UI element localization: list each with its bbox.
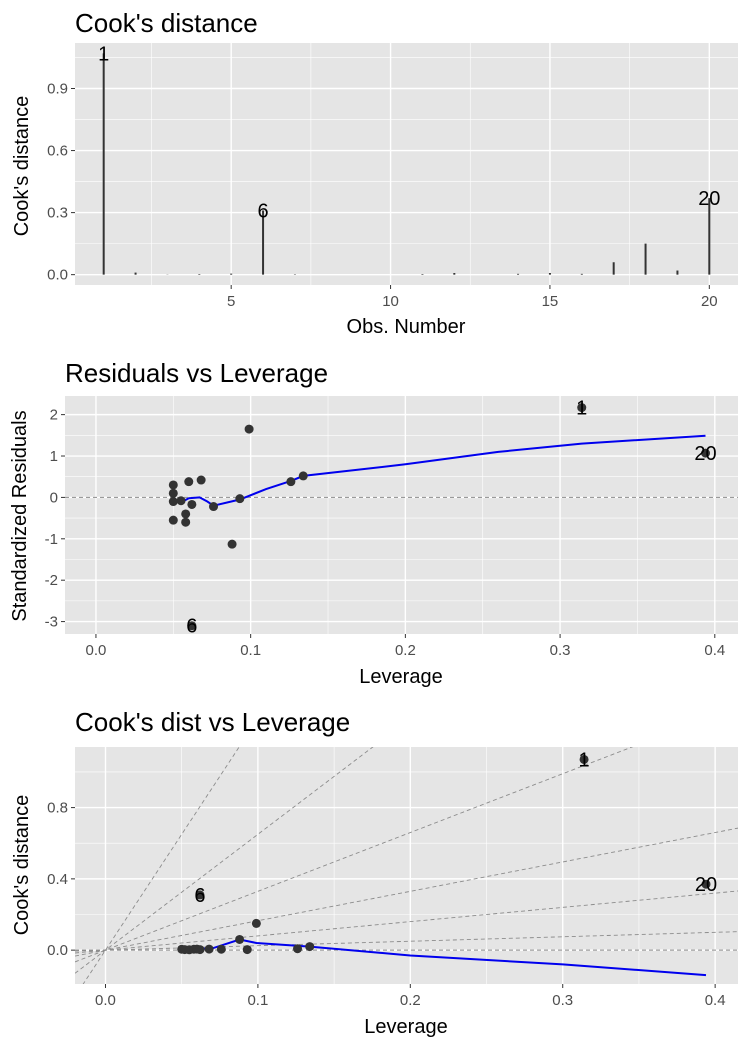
y-tick-label: 0.3 <box>47 205 68 222</box>
data-point <box>298 471 308 481</box>
observation-label: 6 <box>194 885 205 907</box>
x-tick-label: 0.3 <box>550 642 571 659</box>
observation-label: 6 <box>186 616 197 638</box>
observation-label: 6 <box>258 201 269 223</box>
x-tick-label: 15 <box>542 293 559 310</box>
x-tick-label: 0.2 <box>395 642 416 659</box>
data-point <box>305 942 315 952</box>
observation-label: 1 <box>578 749 589 771</box>
data-point <box>168 488 178 498</box>
data-point <box>195 945 205 955</box>
x-tick-label: 0.1 <box>247 992 268 1009</box>
data-point <box>187 621 197 631</box>
y-axis-title: Cook's distance <box>11 795 33 936</box>
data-point <box>251 918 261 928</box>
data-point <box>701 879 711 889</box>
plot-panel <box>75 43 738 285</box>
x-axis-title: Leverage <box>364 1016 447 1038</box>
y-axis-title: Standardized Residuals <box>9 410 31 621</box>
cooks-dist-vs-leverage-chart: Cook's dist vs Leverage 16 20 0.0 0.1 0.2 0.… <box>11 707 738 1038</box>
data-point <box>235 934 245 944</box>
data-marks <box>177 754 711 977</box>
data-point <box>181 517 191 527</box>
data-point <box>168 515 178 525</box>
observation-label: 20 <box>698 188 720 210</box>
data-point <box>196 475 206 485</box>
x-tick-label: 0.3 <box>552 992 573 1009</box>
data-point <box>216 944 226 954</box>
contour-reference-line <box>75 827 738 957</box>
data-point <box>235 494 245 504</box>
y-tick-label: 0.0 <box>47 267 68 284</box>
data-point <box>579 754 589 764</box>
smooth-trend-line <box>172 434 706 507</box>
observation-label: 20 <box>694 443 716 465</box>
y-tick-label: 0 <box>50 489 58 506</box>
data-point <box>184 477 194 487</box>
data-marks <box>168 403 711 631</box>
x-tick-label: 20 <box>701 293 718 310</box>
data-point <box>701 448 711 458</box>
data-point <box>195 890 205 900</box>
y-tick-label: 0.0 <box>47 942 68 959</box>
data-point <box>168 480 178 490</box>
y-tick-label: 0.4 <box>47 871 68 888</box>
smooth-trend-line <box>181 938 707 977</box>
observation-label: 20 <box>695 874 717 896</box>
data-point <box>293 944 303 954</box>
y-tick-label: 2 <box>50 407 58 424</box>
chart-title: Residuals vs Leverage <box>65 358 328 388</box>
x-tick-label: 0.4 <box>705 992 726 1009</box>
data-point <box>168 497 178 507</box>
data-point <box>176 496 186 506</box>
axis-ticks: 0.0 0.1 0.2 0.3 0.4 -3 -2 -1 0 1 2 <box>45 407 726 659</box>
x-tick-label: 0.4 <box>704 642 725 659</box>
y-tick-label: 0.6 <box>47 143 68 160</box>
y-tick-label: -2 <box>45 572 58 589</box>
contour-reference-line <box>75 890 738 954</box>
plot-panel <box>75 747 738 984</box>
axis-ticks: 0.0 0.1 0.2 0.3 0.4 0.0 0.4 0.8 <box>47 800 725 1009</box>
grid-lines <box>75 43 738 285</box>
data-point <box>204 944 214 954</box>
x-tick-label: 5 <box>227 293 235 310</box>
x-tick-label: 10 <box>382 293 399 310</box>
chart-title: Cook's dist vs Leverage <box>75 707 350 737</box>
contour-reference-line <box>75 931 738 952</box>
x-tick-label: 0.0 <box>95 992 116 1009</box>
data-point <box>187 499 197 509</box>
y-axis-title: Cook's distance <box>11 96 33 237</box>
data-point <box>181 509 191 519</box>
observation-label: 1 <box>98 43 109 65</box>
x-tick-label: 0.2 <box>400 992 421 1009</box>
reference-lines <box>75 747 738 984</box>
plot-panel <box>65 396 738 634</box>
data-point <box>242 945 252 955</box>
y-tick-label: -1 <box>45 531 58 548</box>
axis-ticks: 5 10 15 20 0.0 0.3 0.6 0.9 <box>47 81 718 310</box>
data-point <box>209 502 219 512</box>
x-axis-title: Leverage <box>359 666 442 688</box>
x-axis-title: Obs. Number <box>347 316 466 338</box>
y-tick-label: 0.9 <box>47 81 68 98</box>
chart-title: Cook's distance <box>75 8 258 38</box>
y-tick-label: 0.8 <box>47 800 68 817</box>
y-tick-label: 1 <box>50 448 58 465</box>
data-point <box>227 539 237 549</box>
observation-label: 1 <box>576 398 587 420</box>
data-point <box>577 403 587 413</box>
data-marks <box>102 53 711 275</box>
y-tick-label: -3 <box>45 614 58 631</box>
data-point <box>286 477 296 487</box>
data-point <box>244 424 254 434</box>
x-tick-label: 0.1 <box>240 642 261 659</box>
x-tick-label: 0.0 <box>86 642 107 659</box>
